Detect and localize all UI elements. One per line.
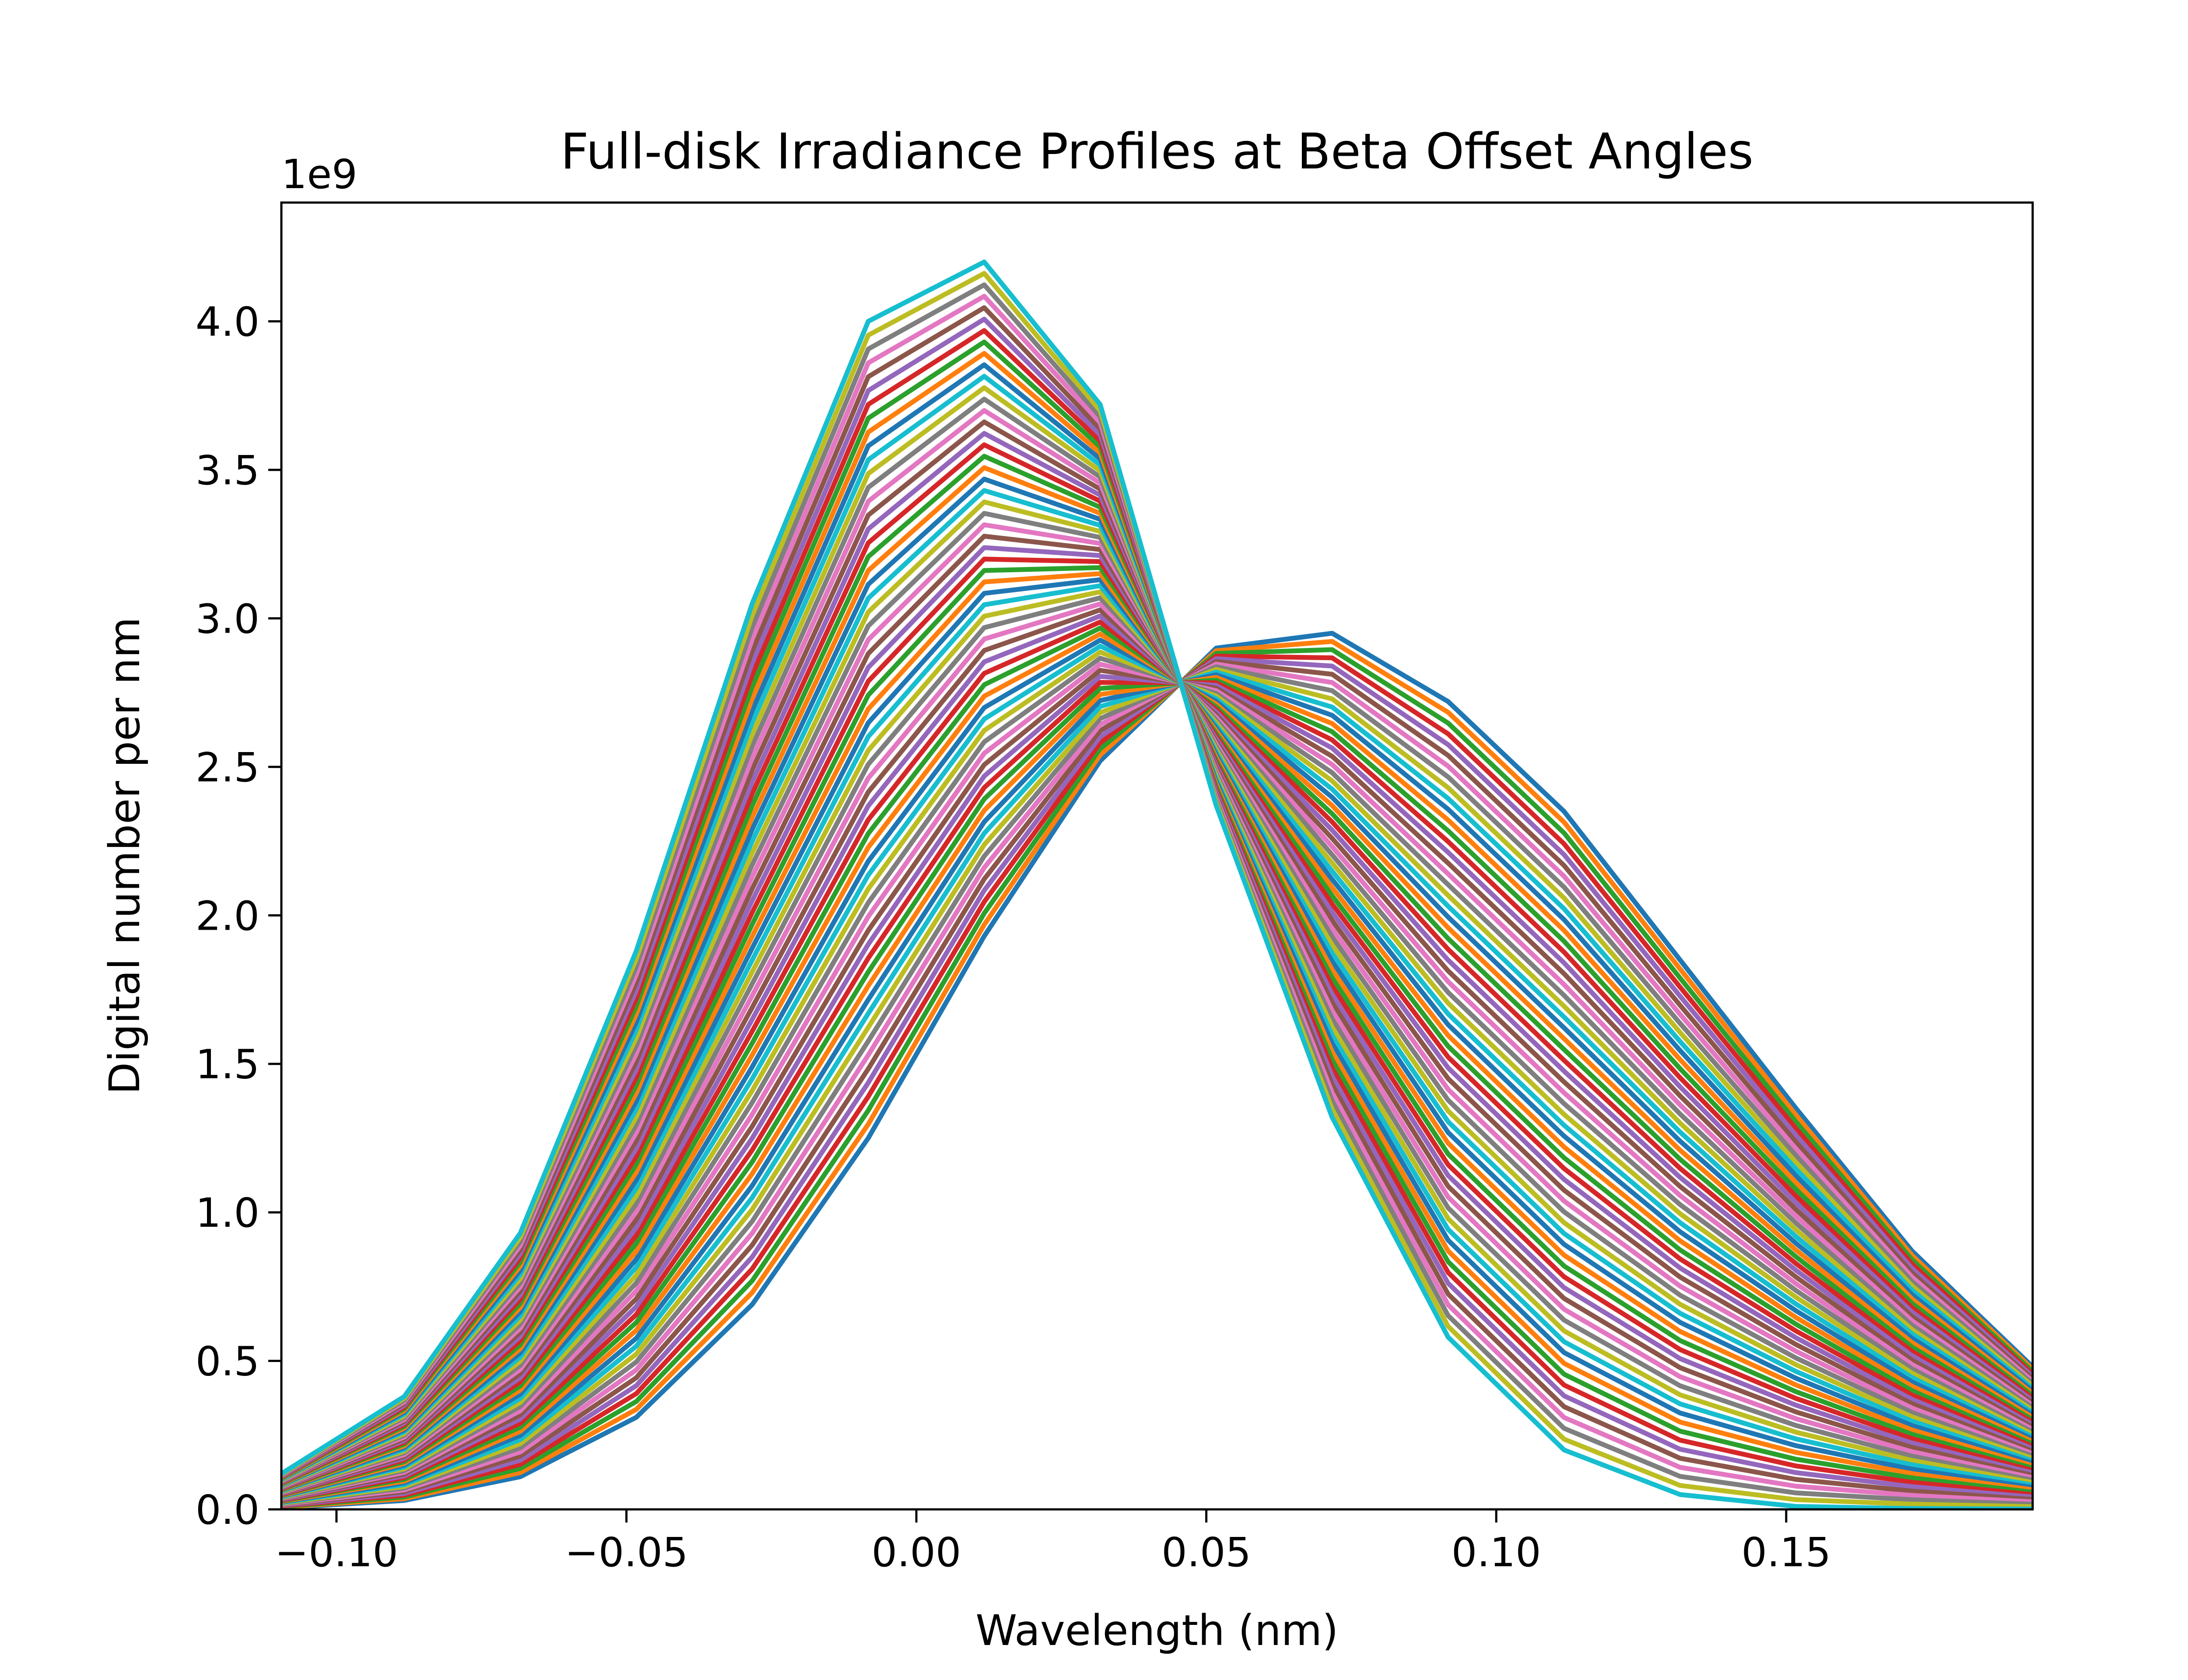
x-tick-label: −0.05 — [565, 1529, 688, 1576]
x-axis-label: Wavelength (nm) — [975, 1606, 1338, 1655]
y-offset-label: 1e9 — [281, 151, 358, 198]
series-line-60 — [281, 259, 2033, 1509]
x-axis-ticks: −0.10 −0.05 0.00 0.05 0.10 0.15 — [275, 1509, 1831, 1576]
y-axis-label: Digital number per nm — [100, 617, 149, 1094]
chart-title: Full-disk Irradiance Profiles at Beta Of… — [561, 123, 1753, 180]
y-tick-label: 0.5 — [196, 1338, 259, 1385]
x-tick-label: 0.15 — [1741, 1529, 1831, 1576]
y-tick-label: 2.0 — [196, 892, 259, 939]
plot-frame — [280, 201, 2034, 1511]
x-tick-label: −0.10 — [275, 1529, 398, 1576]
y-tick-label: 4.0 — [196, 299, 259, 346]
y-tick-label: 1.5 — [196, 1041, 259, 1088]
x-tick-label: 0.00 — [872, 1529, 961, 1576]
y-tick-label: 3.5 — [196, 447, 259, 494]
y-tick-label: 0.0 — [196, 1487, 259, 1533]
y-axis-ticks: 0.0 0.5 1.0 1.5 2.0 2.5 3.0 3.5 4.0 — [196, 299, 281, 1533]
x-tick-label: 0.05 — [1161, 1529, 1251, 1576]
x-tick-label: 0.10 — [1452, 1529, 1541, 1576]
series-layer — [281, 259, 2033, 1509]
y-tick-label: 2.5 — [196, 744, 259, 791]
y-tick-label: 3.0 — [196, 595, 259, 642]
y-tick-label: 1.0 — [196, 1190, 259, 1236]
